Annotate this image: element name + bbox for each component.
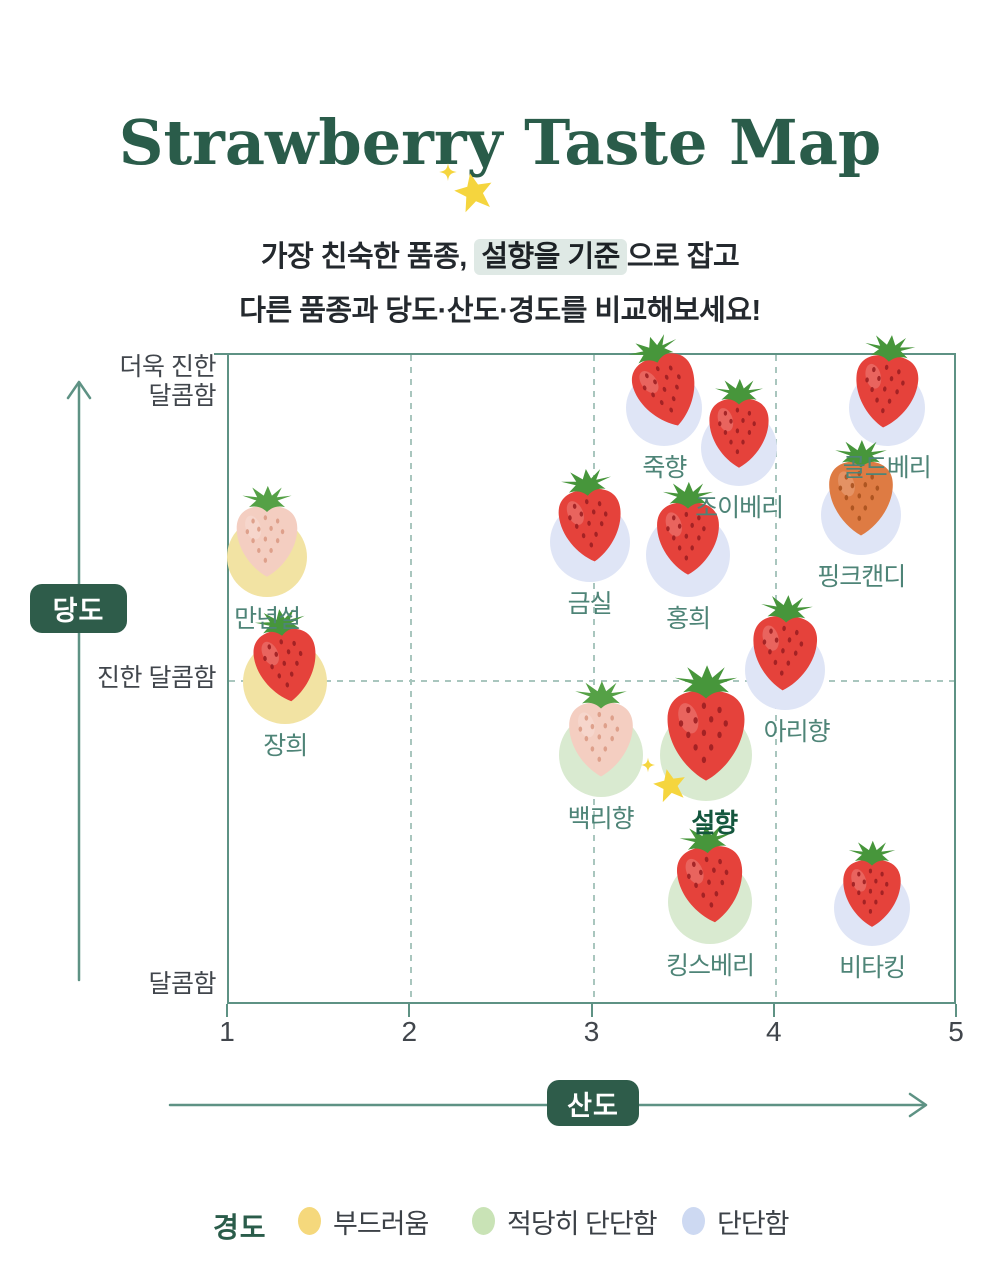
strawberry-icon [628, 334, 695, 426]
point-label-manyeonseol: 만년설 [234, 604, 301, 633]
strawberry-kingsberry [666, 824, 754, 926]
x-tick-mark [955, 1004, 957, 1017]
point-label-arihyang: 아리향 [763, 718, 831, 747]
strawberry-goldberry [845, 334, 929, 431]
strawberry-honghui [646, 481, 730, 578]
legend-title: 경도 [213, 1212, 267, 1243]
strawberry-manyeonseol [226, 485, 308, 580]
star-icon [454, 173, 492, 213]
strawberry-icon [253, 608, 316, 702]
strawberry-geumsil [548, 468, 632, 565]
y-tick-label-line: 진한 달콤함 [97, 664, 216, 692]
x-tick-number: 2 [401, 1016, 418, 1047]
legend-dot-firm [682, 1207, 705, 1235]
gridline-vertical [410, 355, 413, 1002]
legend-dot-medium [472, 1207, 495, 1235]
y-axis-arrow [66, 380, 92, 982]
legend-dot-soft [298, 1207, 321, 1235]
strawberry-arihyang [742, 594, 828, 694]
point-label-seolhyang: 설향 [691, 808, 738, 839]
x-tick-number: 3 [583, 1016, 600, 1047]
legend-item-firm: 단단함 [682, 1202, 790, 1240]
strawberry-icon [657, 481, 720, 575]
strawberry-jukhyang [622, 334, 706, 431]
sparkle-stars-decoration [438, 160, 508, 216]
x-tick-mark [408, 1004, 411, 1017]
x-axis-label-badge: 산도 [547, 1080, 639, 1126]
legend-item-medium: 적당히 단단함 [472, 1202, 658, 1240]
strawberry-seolhyang [654, 664, 758, 785]
point-label-janghui: 장희 [263, 731, 308, 760]
point-label-joyberry: 조이베리 [695, 494, 784, 523]
strawberry-icon [236, 485, 298, 577]
strawberry-icon [568, 680, 633, 776]
page-title: Strawberry Taste Map [118, 105, 882, 179]
gridline-horizontal [229, 679, 954, 682]
strawberry-baekrihyang [558, 680, 644, 780]
y-tick-label-line: 더욱 진한 [119, 353, 217, 382]
subtitle-line2: 다른 품종과 당도·산도·경도를 비교해보세요! [239, 295, 761, 327]
y-tick-label: 더욱 진한 달콤함 [38, 353, 217, 411]
x-tick-number: 1 [219, 1016, 235, 1047]
x-tick-number: 4 [765, 1016, 782, 1047]
x-tick-mark [590, 1004, 593, 1017]
y-tick-label: 진한 달콤함 [38, 664, 216, 693]
x-tick-mark [772, 1004, 775, 1017]
legend-label-firm: 단단함 [717, 1208, 790, 1239]
strawberry-pinkcandy [818, 439, 904, 539]
strawberry-icon [753, 595, 817, 691]
subtitle-highlight: 설향을 기준 [474, 239, 627, 275]
point-label-vitaking: 비타킹 [839, 954, 906, 983]
strawberry-icon [709, 378, 769, 468]
strawberry-icon [558, 469, 621, 562]
gridline-vertical [592, 355, 595, 1002]
point-label-jukhyang: 죽향 [642, 453, 687, 482]
legend-label-soft: 부드러움 [333, 1208, 429, 1239]
legend-label-medium: 적당히 단단함 [507, 1208, 658, 1239]
subtitle-line1: 가장 친숙한 품종, 설향을 기준 으로 잡고 [0, 233, 1000, 275]
star-icon [653, 769, 686, 803]
strawberry-janghui [243, 608, 327, 705]
legend-item-soft: 부드러움 [298, 1202, 429, 1240]
strawberry-icon [667, 664, 745, 781]
y-tick-label: 달콤함 [38, 970, 216, 999]
x-tick-mark [226, 1004, 228, 1017]
y-tick-label-line: 달콤함 [148, 382, 216, 411]
strawberry-icon [829, 440, 894, 536]
strawberry-joyberry [699, 378, 779, 471]
subtitle-line1-prefix: 가장 친숙한 품종, [260, 241, 475, 273]
y-tick-label-line: 달콤함 [148, 969, 216, 998]
sparkle-icon [641, 757, 656, 773]
strawberry-icon [856, 335, 918, 428]
point-label-honghui: 홍희 [666, 604, 711, 633]
point-label-goldberry: 골드베리 [842, 453, 932, 482]
sparkle-icon [439, 162, 457, 182]
x-tick-number: 5 [948, 1016, 964, 1047]
strawberry-icon [843, 840, 901, 927]
strawberry-vitaking [833, 840, 911, 930]
point-label-kingsberry: 킹스베리 [665, 951, 755, 980]
point-label-geumsil: 금실 [567, 589, 613, 618]
y-axis-label-badge: 당도 [30, 584, 127, 633]
point-label-pinkcandy: 핑크캔디 [817, 563, 906, 592]
strawberry-icon [677, 825, 743, 923]
subtitle-line1-suffix: 으로 잡고 [626, 241, 740, 273]
point-label-baekrihyang: 백리향 [567, 805, 635, 834]
